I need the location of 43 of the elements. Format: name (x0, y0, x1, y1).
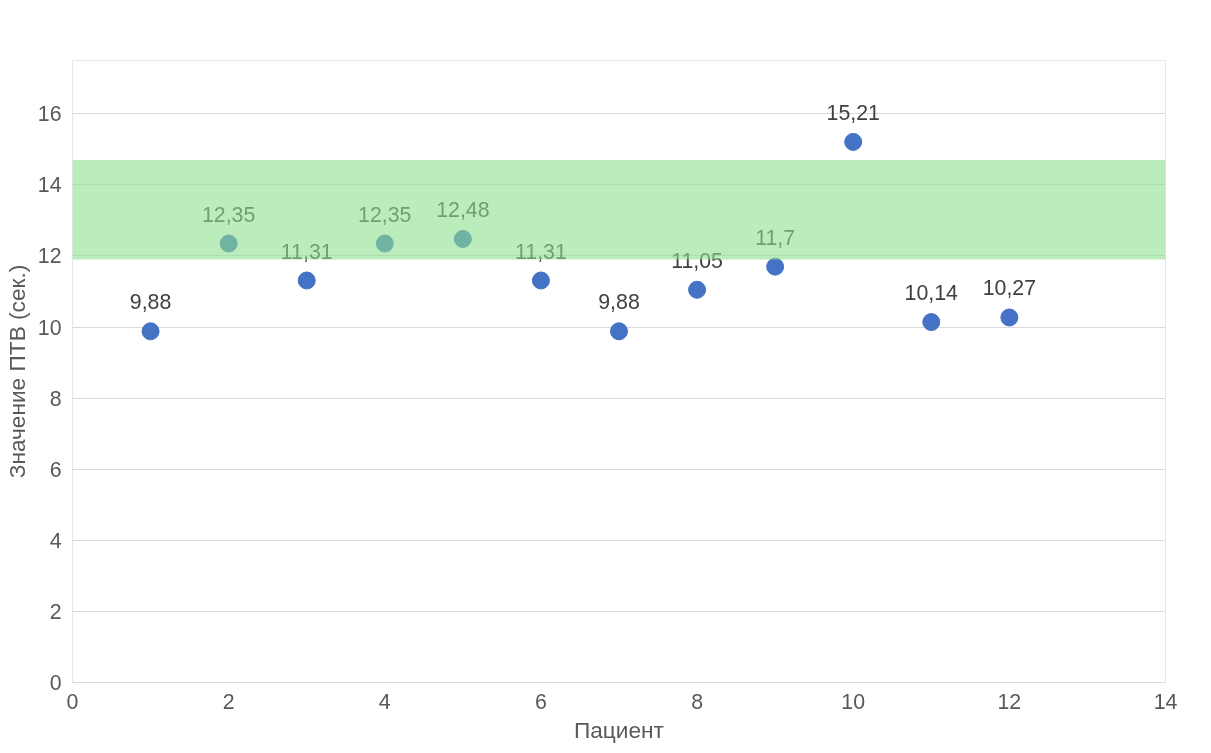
x-tick-label: 2 (222, 689, 235, 714)
x-tick-label: 4 (378, 689, 391, 714)
point (844, 132, 863, 151)
y-tick-label: 8 (49, 386, 62, 411)
y-tick-label: 16 (37, 102, 62, 127)
y-tick-label: 2 (49, 599, 62, 624)
data-label: 12,35 (201, 202, 256, 227)
y-tick-label: 6 (49, 457, 62, 482)
data-label: 10,27 (982, 276, 1037, 301)
data-label: 15,21 (826, 100, 880, 125)
x-tick-label: 8 (691, 689, 704, 714)
x-tick-label: 10 (841, 689, 866, 714)
data-label: 12,48 (436, 197, 490, 222)
data-label: 9,88 (598, 290, 640, 315)
y-tick-label: 0 (49, 671, 62, 695)
point (688, 280, 707, 299)
point (610, 322, 628, 341)
data-label: 11,05 (671, 248, 723, 273)
data-label: 11,31 (515, 239, 567, 264)
point (453, 229, 472, 248)
y-tick-label: 4 (49, 528, 62, 553)
data-label: 11,31 (280, 239, 333, 264)
point (219, 234, 238, 253)
point (766, 257, 785, 276)
point (922, 313, 941, 332)
data-label: 12,35 (358, 202, 412, 227)
y-tick-label: 14 (37, 173, 62, 198)
point (375, 234, 394, 253)
point (531, 271, 550, 290)
point (297, 271, 316, 290)
x-tick-label: 6 (535, 689, 547, 714)
x-tick-label: 0 (66, 689, 79, 714)
data-label: 11,7 (755, 225, 796, 250)
y-axis-title: Значение ПТВ (сек.) (3, 264, 30, 479)
x-tick-label: 12 (997, 689, 1022, 714)
data-label: 9,88 (129, 290, 172, 315)
x-tick-label: 14 (1153, 689, 1178, 714)
point (141, 322, 160, 341)
point (1000, 308, 1019, 327)
x-axis-title: Пациент (574, 716, 665, 743)
y-tick-label: 10 (37, 315, 62, 340)
y-tick-label: 12 (37, 244, 62, 269)
data-label: 10,14 (904, 281, 959, 306)
